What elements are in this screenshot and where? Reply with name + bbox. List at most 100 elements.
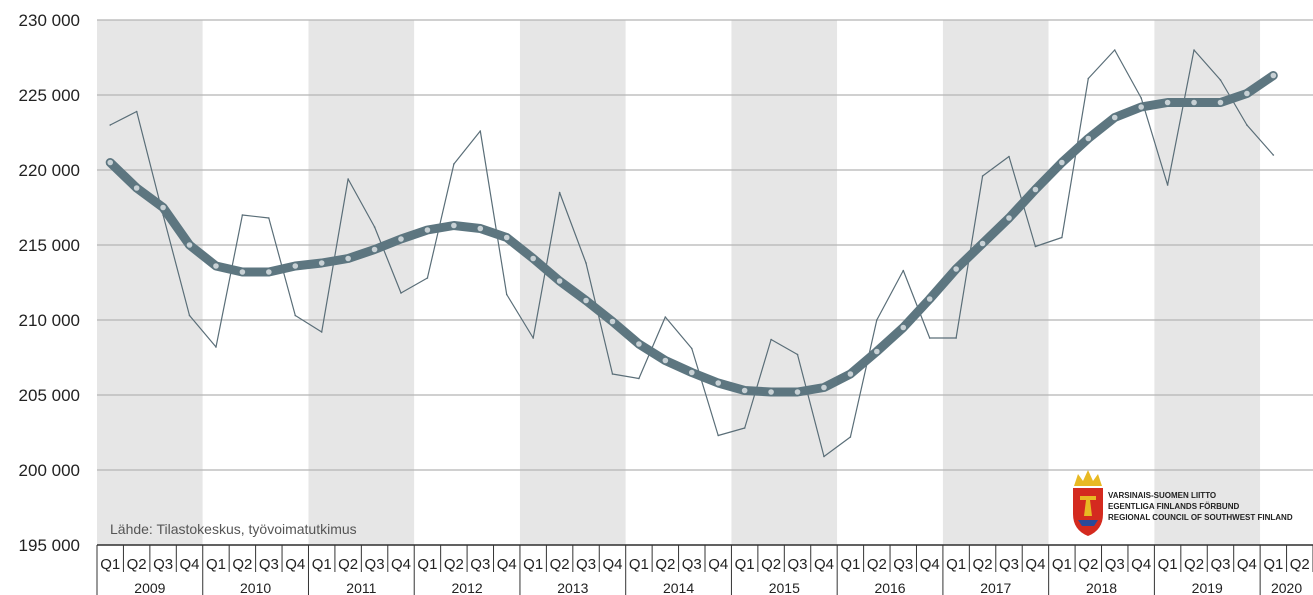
data-point-trend — [1138, 104, 1144, 110]
data-point-trend — [794, 389, 801, 395]
quarter-label: Q4 — [814, 556, 834, 573]
data-point-thin — [1087, 77, 1090, 80]
year-band — [942, 20, 1049, 545]
data-series — [105, 49, 1278, 458]
logo-line-2: EGENTLIGA FINLANDS FÖRBUND — [1108, 502, 1239, 511]
data-point-thin — [558, 191, 561, 194]
data-point-trend — [662, 357, 669, 364]
data-point-trend — [424, 227, 431, 233]
data-point-thin — [373, 226, 376, 228]
quarter-label: Q2 — [444, 556, 464, 573]
y-tick-label: 210 000 — [19, 311, 80, 330]
logo-line-3: REGIONAL COUNCIL OF SOUTHWEST FINLAND — [1108, 513, 1293, 522]
quarter-label: Q3 — [470, 556, 490, 573]
quarter-label: Q4 — [708, 556, 728, 573]
data-point-thin — [109, 124, 112, 126]
year-band — [1048, 20, 1155, 545]
y-tick-label: 215 000 — [19, 236, 80, 255]
y-tick-label: 225 000 — [19, 86, 80, 105]
quarter-label: Q2 — [867, 556, 887, 573]
logo-line-1: VARSINAIS-SUOMEN LIITTO — [1108, 491, 1216, 500]
quarter-label: Q4 — [180, 556, 200, 573]
data-point-trend — [609, 318, 616, 325]
quarter-label: Q3 — [999, 556, 1019, 573]
data-point-trend — [741, 387, 748, 394]
year-band — [308, 20, 415, 545]
data-point-trend — [1059, 159, 1065, 166]
data-point-trend — [107, 159, 114, 166]
quarter-label: Q3 — [365, 556, 385, 573]
data-point-thin — [796, 353, 799, 356]
data-point-trend — [266, 269, 272, 275]
y-tick-label: 195 000 — [19, 536, 80, 555]
data-point-thin — [902, 269, 905, 272]
quarter-label: Q2 — [1184, 556, 1204, 573]
data-point-trend — [398, 236, 404, 242]
quarter-label: Q3 — [682, 556, 702, 573]
data-point-trend — [768, 389, 774, 395]
y-axis-ticks: 230 000 225 000 220 000 215 000 210 000 205 0… — [19, 11, 80, 555]
quarter-label: Q1 — [735, 556, 755, 573]
quarter-label: Q1 — [946, 556, 966, 573]
quarter-label: Q4 — [497, 556, 517, 573]
data-point-thin — [981, 175, 984, 177]
data-point-trend — [636, 341, 642, 347]
quarter-label: Q2 — [761, 556, 781, 573]
quarter-label: Q1 — [312, 556, 332, 573]
quarter-label: Q2 — [655, 556, 675, 573]
data-point-trend — [1270, 72, 1277, 79]
data-point-trend — [530, 255, 536, 262]
data-point-trend — [292, 263, 299, 269]
data-point-trend — [900, 324, 907, 331]
year-label: 2013 — [557, 580, 588, 595]
data-point-thin — [400, 292, 402, 294]
quarter-label: Q1 — [1158, 556, 1178, 573]
data-point-trend — [847, 371, 854, 377]
data-point-trend — [1217, 99, 1224, 106]
data-point-thin — [743, 427, 746, 429]
data-point-thin — [1140, 97, 1142, 99]
data-point-thin — [823, 455, 825, 458]
data-point-trend — [821, 384, 827, 391]
year-band — [1154, 20, 1261, 545]
year-label: 2009 — [134, 580, 165, 595]
quarter-label: Q2 — [232, 556, 252, 573]
year-label: 2012 — [452, 580, 483, 595]
data-point-thin — [1272, 154, 1275, 156]
coat-of-arms-icon — [1073, 470, 1103, 536]
data-point-trend — [371, 246, 378, 253]
year-band — [414, 20, 520, 545]
y-tick-label: 205 000 — [19, 386, 80, 405]
quarter-label: Q3 — [259, 556, 279, 573]
year-band — [837, 20, 943, 545]
data-point-trend — [133, 185, 140, 191]
data-point-trend — [1244, 90, 1250, 97]
data-point-thin — [1113, 49, 1116, 51]
quarter-label: Q3 — [1105, 556, 1125, 573]
data-point-trend — [953, 266, 959, 272]
year-band — [97, 20, 203, 545]
data-point-trend — [477, 225, 484, 232]
data-point-thin — [135, 110, 138, 113]
data-point-trend — [688, 369, 695, 376]
data-point-thin — [479, 130, 482, 132]
data-point-thin — [505, 293, 508, 296]
year-label: 2017 — [980, 580, 1011, 595]
year-bands — [97, 20, 1313, 545]
quarter-label: Q4 — [1131, 556, 1151, 573]
year-band — [202, 20, 309, 545]
data-point-trend — [556, 278, 563, 284]
quarter-label: Q4 — [1237, 556, 1257, 573]
y-tick-label: 220 000 — [19, 161, 80, 180]
quarter-label: Q3 — [1210, 556, 1230, 573]
data-point-thin — [955, 337, 957, 339]
quarter-label: Q1 — [206, 556, 226, 573]
data-point-thin — [1166, 184, 1169, 186]
data-point-trend — [186, 242, 193, 248]
data-point-trend — [345, 255, 351, 262]
data-point-thin — [1193, 49, 1195, 51]
quarter-label: Q1 — [100, 556, 120, 573]
data-point-trend — [715, 380, 722, 386]
data-point-thin — [664, 316, 667, 318]
